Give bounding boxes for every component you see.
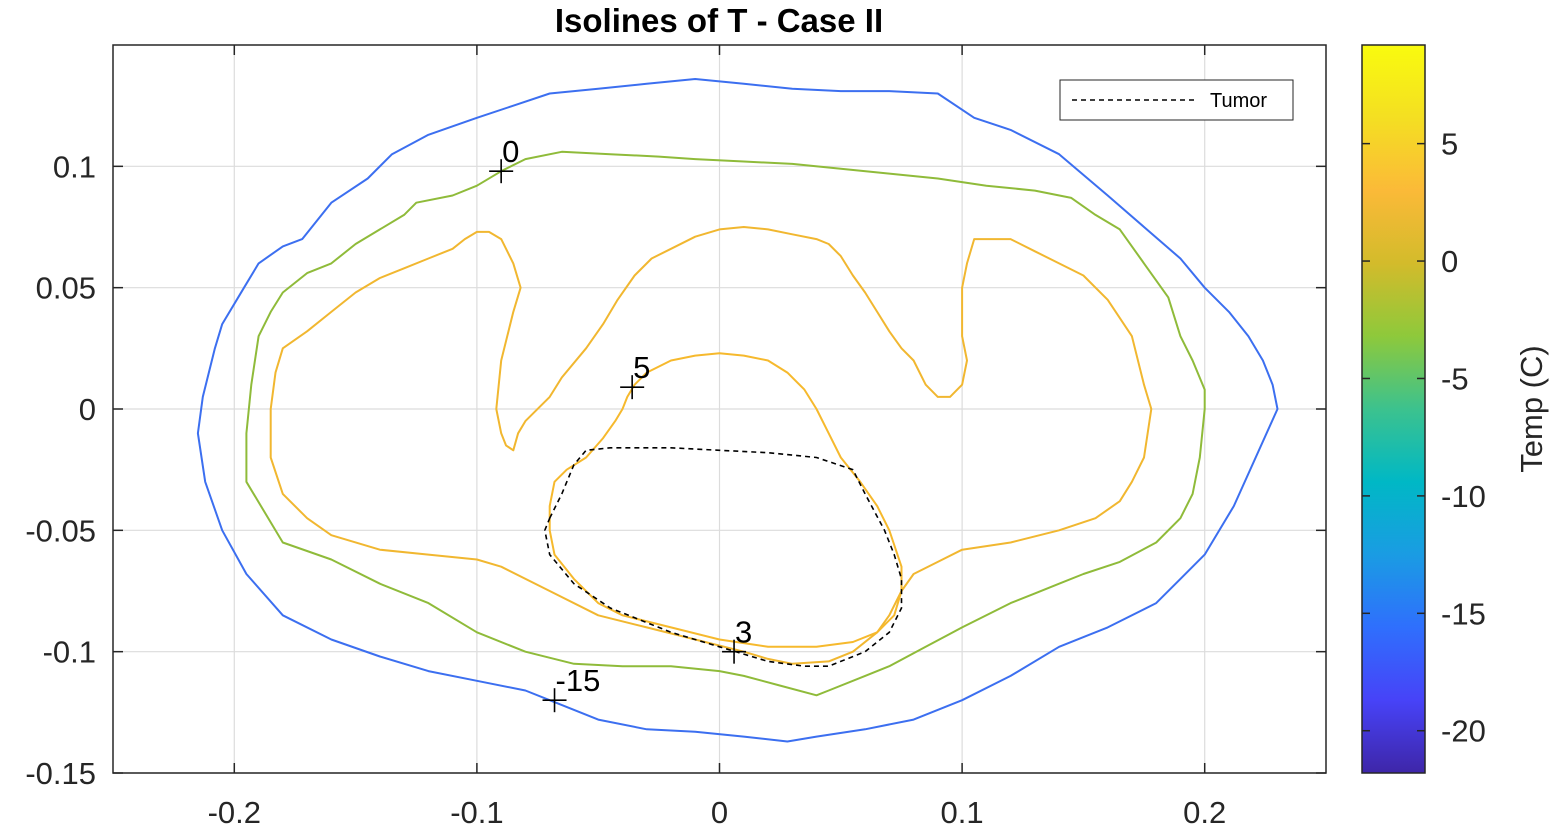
isoline-level--15: [196, 78, 1279, 743]
y-tick-labels: -0.15 -0.1 -0.05 0 0.05 0.1: [25, 149, 96, 791]
marker-label: -15: [556, 663, 601, 698]
legend: Tumor: [1059, 79, 1294, 121]
axis-ticks: [113, 45, 1326, 774]
colorbar-tick-label: 0: [1441, 244, 1458, 279]
marker-label: 0: [502, 134, 519, 169]
x-tick-label: 0: [711, 795, 728, 830]
y-tick-label: 0.05: [36, 271, 96, 306]
colorbar-tick-label: -10: [1441, 479, 1486, 514]
isoline-level-0: [245, 150, 1206, 697]
legend-tumor-label: Tumor: [1210, 90, 1267, 112]
colorbar-label: Temp (C): [1514, 345, 1549, 472]
colorbar-ticks: -20 -15 -10 -5 0 5: [1362, 127, 1486, 749]
x-tick-label: 0.2: [1183, 795, 1226, 830]
colorbar-frame: [1361, 44, 1426, 774]
colorbar-tick-label: -20: [1441, 714, 1486, 749]
legend-box: [1059, 79, 1294, 121]
x-tick-labels: -0.2 -0.1 0 0.1 0.2: [208, 795, 1227, 830]
y-tick-label: 0.1: [53, 149, 96, 184]
colorbar-tick-label: 5: [1441, 127, 1458, 162]
colorbar-fill: [1362, 45, 1425, 773]
isolines: [196, 78, 1279, 743]
colorbar-tick-label: -5: [1441, 361, 1469, 396]
x-tick-label: -0.1: [450, 795, 503, 830]
colorbar: -20 -15 -10 -5 0 5 Temp (C): [1361, 44, 1549, 774]
x-tick-label: 0.1: [941, 795, 984, 830]
isoline-level-3: [269, 226, 1153, 665]
isoline-level-5: [548, 352, 903, 648]
y-tick-label: -0.05: [25, 513, 96, 548]
marker-label: 3: [735, 615, 752, 650]
y-tick-label: -0.15: [25, 756, 96, 791]
x-tick-label: -0.2: [208, 795, 261, 830]
chart-title: Isolines of T - Case II: [555, 2, 883, 39]
y-tick-label: -0.1: [43, 635, 96, 670]
grid-lines: [113, 45, 1326, 774]
marker-label: 5: [633, 350, 650, 385]
isoline-markers: 0 5 3 -15: [489, 134, 752, 713]
y-tick-label: 0: [79, 392, 96, 427]
colorbar-tick-label: -15: [1441, 596, 1486, 631]
